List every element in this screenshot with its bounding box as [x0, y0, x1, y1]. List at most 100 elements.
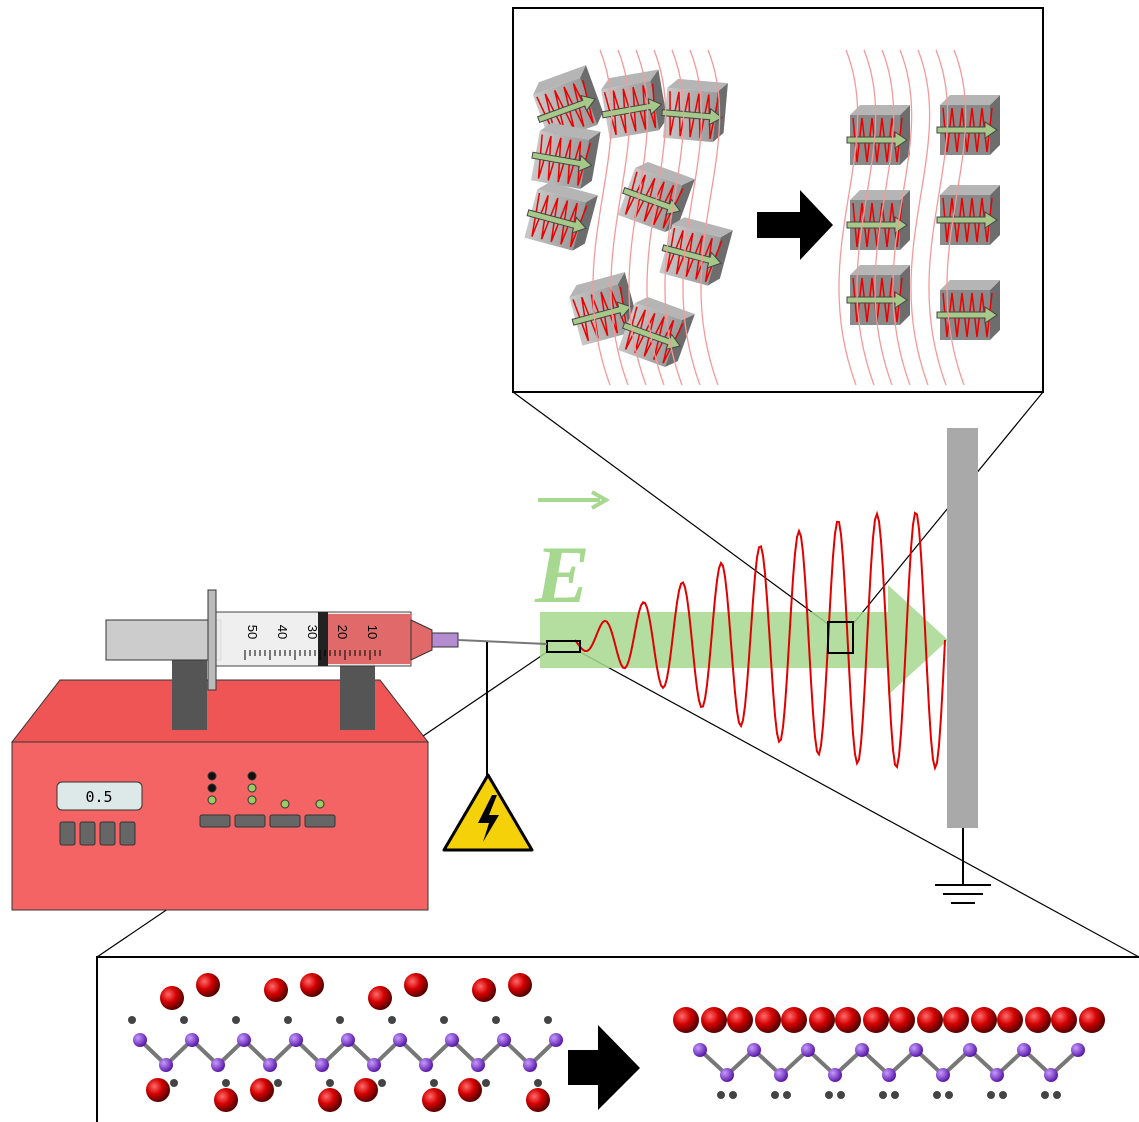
atom	[549, 1033, 563, 1047]
atom	[879, 1091, 887, 1099]
display-reading: 0.5	[85, 788, 112, 806]
atom	[693, 1043, 707, 1057]
atom	[825, 1091, 833, 1099]
atom	[1071, 1043, 1085, 1057]
atom	[801, 1043, 815, 1057]
cube-top	[940, 280, 1000, 290]
atom	[336, 1016, 344, 1024]
atom	[544, 1016, 552, 1024]
atom	[326, 1079, 334, 1087]
atom	[300, 973, 324, 997]
atom	[146, 1078, 170, 1102]
atom	[1017, 1043, 1031, 1057]
atom	[341, 1033, 355, 1047]
atom	[729, 1091, 737, 1099]
scale-label: 50	[245, 625, 260, 639]
atom	[971, 1007, 997, 1033]
atom	[471, 1058, 485, 1072]
atom	[855, 1043, 869, 1057]
atom	[717, 1091, 725, 1099]
atom	[936, 1068, 950, 1082]
atom	[747, 1043, 761, 1057]
atom	[990, 1068, 1004, 1082]
atom	[943, 1007, 969, 1033]
atom	[419, 1058, 433, 1072]
atom	[232, 1016, 240, 1024]
cube-side	[990, 280, 1000, 340]
cube-top	[940, 185, 1000, 195]
atom	[368, 986, 392, 1010]
atom	[997, 1007, 1023, 1033]
atom	[1025, 1007, 1051, 1033]
atom	[497, 1033, 511, 1047]
field-arrow: E	[534, 492, 948, 695]
atom	[774, 1068, 788, 1082]
atom	[128, 1016, 136, 1024]
atom	[720, 1068, 734, 1082]
top-inset	[513, 8, 1043, 392]
field-label: E	[534, 529, 590, 620]
atom	[837, 1091, 845, 1099]
atom	[673, 1007, 699, 1033]
atom	[315, 1058, 329, 1072]
atom	[882, 1068, 896, 1082]
high-voltage-sign	[444, 775, 532, 850]
atom	[492, 1016, 500, 1024]
atom	[367, 1058, 381, 1072]
atom	[1044, 1068, 1058, 1082]
atom	[440, 1016, 448, 1024]
atom	[526, 1088, 550, 1112]
atom	[159, 1058, 173, 1072]
atom	[430, 1079, 438, 1087]
atom	[945, 1091, 953, 1099]
atom	[222, 1079, 230, 1087]
atom	[909, 1043, 923, 1057]
scale-label: 20	[335, 625, 350, 639]
atom	[160, 986, 184, 1010]
atom	[274, 1079, 282, 1087]
electrospinning-diagram: E 0.5	[0, 0, 1139, 1122]
cube-side	[900, 265, 910, 325]
bottom-inset	[97, 957, 1139, 1122]
atom	[482, 1079, 490, 1087]
atom	[999, 1091, 1007, 1099]
atom	[755, 1007, 781, 1033]
atom	[1051, 1007, 1077, 1033]
atom	[933, 1091, 941, 1099]
atom	[1053, 1091, 1061, 1099]
atom	[1079, 1007, 1105, 1033]
atom	[809, 1007, 835, 1033]
cube-top	[850, 265, 910, 275]
atom	[393, 1033, 407, 1047]
atom	[284, 1016, 292, 1024]
cube	[937, 95, 1000, 155]
cube-top	[850, 190, 910, 200]
scale-label: 10	[365, 625, 380, 639]
atom	[917, 1007, 943, 1033]
atom	[237, 1033, 251, 1047]
atom	[196, 973, 220, 997]
cube-side	[990, 185, 1000, 245]
cube-side	[990, 95, 1000, 155]
atom	[963, 1043, 977, 1057]
atom	[250, 1078, 274, 1102]
atom	[388, 1016, 396, 1024]
atom	[771, 1091, 779, 1099]
atom	[354, 1078, 378, 1102]
syringe-pump: 0.5	[12, 655, 428, 910]
atom	[445, 1033, 459, 1047]
atom	[727, 1007, 753, 1033]
atom	[523, 1058, 537, 1072]
atom	[185, 1033, 199, 1047]
atom	[701, 1007, 727, 1033]
atom	[534, 1079, 542, 1087]
atom	[863, 1007, 889, 1033]
atom	[458, 1078, 482, 1102]
atom	[133, 1033, 147, 1047]
atom	[214, 1088, 238, 1112]
atom	[889, 1007, 915, 1033]
atom	[289, 1033, 303, 1047]
atom	[211, 1058, 225, 1072]
atom	[781, 1007, 807, 1033]
atom	[891, 1091, 899, 1099]
